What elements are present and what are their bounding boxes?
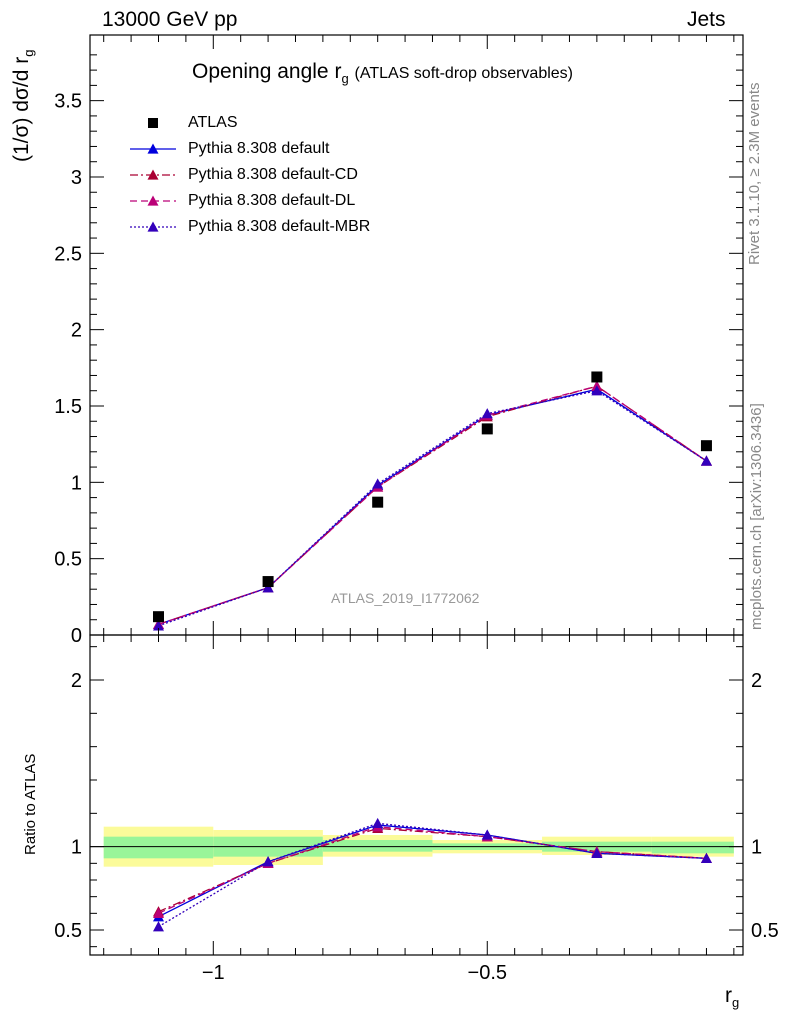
legend-swatch-default — [130, 143, 176, 154]
upper-marker-mbr — [700, 455, 712, 466]
upper-line-dl — [158, 385, 707, 625]
upper-marker-mbr — [591, 385, 603, 396]
upper-y-tick-label: 2 — [71, 320, 82, 342]
x-axis-label: rg — [725, 984, 739, 1010]
ratio-marker-mbr — [262, 856, 274, 867]
title-secondary: (ATLAS soft-drop observables) — [354, 65, 573, 82]
lower-y-tick-label: 1 — [71, 837, 82, 859]
upper-line-mbr — [158, 390, 707, 627]
upper-y-tick-label: 1.5 — [54, 396, 82, 418]
legend-swatch-cd — [130, 169, 176, 180]
legend-label: Pythia 8.308 default — [188, 140, 330, 157]
lower-y-tick-label-right: 2 — [751, 670, 762, 692]
ratio-marker-mbr — [481, 829, 493, 840]
header-left: 13000 GeV pp — [102, 8, 238, 31]
upper-y-tick-label: 3.5 — [54, 91, 82, 113]
ratio-marker-dl — [152, 907, 164, 919]
lower-y-tick-label: 2 — [71, 670, 82, 692]
upper-marker-mbr — [481, 408, 493, 419]
legend-label: Pythia 8.308 default-MBR — [188, 218, 371, 235]
data-point-atlas — [152, 611, 164, 623]
ratio-marker-mbr — [152, 921, 164, 932]
legend-marker-triangle — [147, 169, 159, 180]
header-right: Jets — [687, 8, 726, 31]
ratio-band-inner — [103, 836, 214, 859]
legend-swatch-dl — [130, 195, 176, 206]
upper-marker-mbr — [152, 620, 164, 631]
analysis-watermark: ATLAS_2019_I1772062 — [331, 590, 480, 606]
data-point-atlas — [262, 576, 274, 588]
legend-marker-square — [148, 118, 158, 128]
legend-label: ATLAS — [188, 114, 238, 131]
upper-y-tick-label: 0 — [71, 625, 82, 647]
data-point-atlas — [700, 440, 712, 452]
upper-line-cd — [158, 385, 707, 625]
ratio-marker-mbr — [372, 817, 384, 829]
legend-marker-triangle — [147, 221, 159, 232]
legend-swatch-data — [148, 118, 158, 128]
data-point-atlas — [591, 371, 603, 383]
title-main: Opening angle r — [192, 60, 342, 83]
legend-marker-triangle — [147, 143, 159, 154]
lower-y-tick-label: 0.5 — [54, 920, 82, 942]
upper-y-tick-label: 0.5 — [54, 549, 82, 571]
ratio-band-inner — [322, 840, 433, 852]
lower-y-tick-label-right: 0.5 — [751, 920, 779, 942]
data-point-atlas — [481, 423, 493, 435]
lower-y-tick-label-right: 1 — [751, 837, 762, 859]
ratio-marker-mbr — [700, 852, 712, 864]
upper-line-default — [158, 388, 707, 625]
xlabel-sub: g — [732, 995, 740, 1011]
upper-y-tick-label: 1 — [71, 472, 82, 494]
x-tick-label: −0.5 — [468, 962, 507, 984]
legend-label: Pythia 8.308 default-DL — [188, 192, 356, 209]
title-sub: g — [341, 71, 349, 87]
lower-plot-frame — [89, 634, 744, 956]
ratio-line-dl — [158, 826, 707, 914]
plot-title: Opening angle rg (ATLAS soft-drop observ… — [192, 60, 573, 86]
upper-marker-mbr — [372, 478, 384, 489]
xlabel-text: r — [725, 984, 732, 1007]
legend-marker-triangle — [147, 195, 159, 206]
ratio-marker-mbr — [591, 847, 603, 859]
x-tick-label: −1 — [202, 962, 225, 984]
legend-swatch-mbr — [130, 221, 176, 232]
upper-marker-mbr — [262, 582, 274, 593]
ratio-band-inner — [651, 841, 734, 854]
upper-y-tick-label: 3 — [71, 167, 82, 189]
legend-label: Pythia 8.308 default-CD — [188, 166, 358, 183]
upper-y-tick-label: 2.5 — [54, 243, 82, 265]
data-point-atlas — [372, 496, 384, 508]
